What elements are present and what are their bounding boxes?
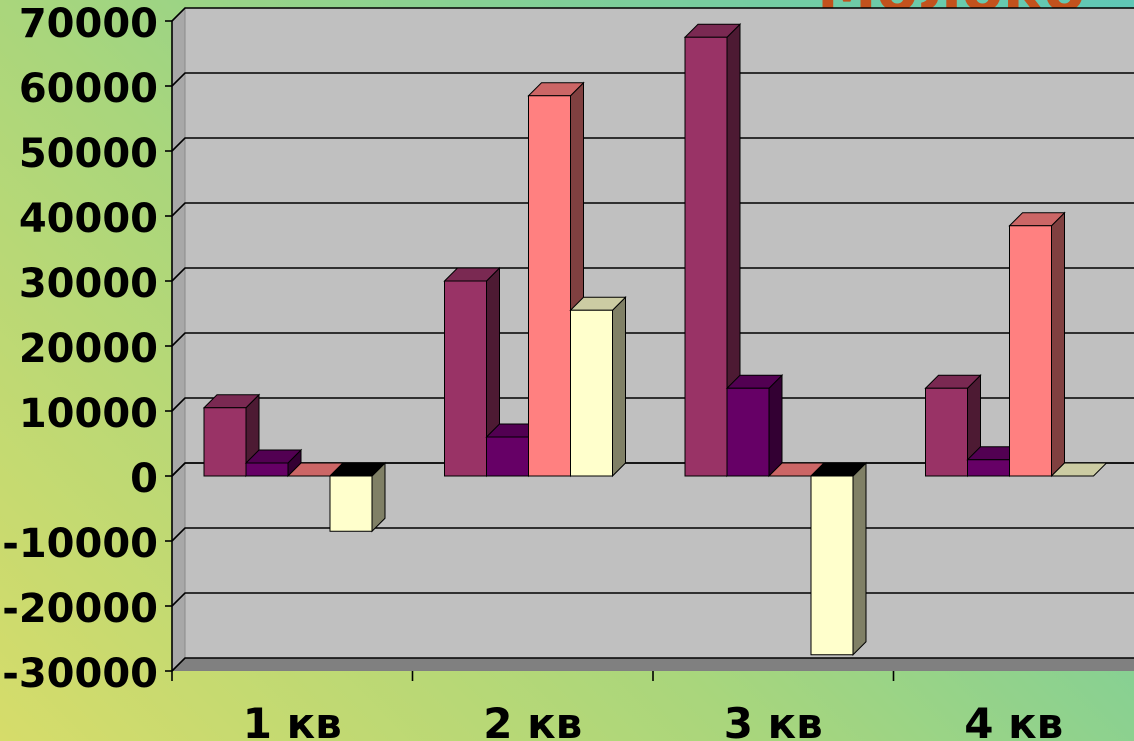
gridline <box>171 202 1134 217</box>
x-tick-label: 1 кв <box>243 699 342 741</box>
gridline <box>171 332 1134 347</box>
gridline <box>171 267 1134 282</box>
y-tick-label: 0 <box>130 456 158 502</box>
y-tick-label: 40000 <box>19 196 158 242</box>
bar <box>528 95 571 477</box>
y-tick-label: 30000 <box>19 261 158 307</box>
bar <box>203 407 247 477</box>
y-tick-label: -10000 <box>2 521 158 567</box>
bar <box>245 462 289 477</box>
y-tick-label: 50000 <box>19 131 158 177</box>
gridline <box>171 397 1134 412</box>
x-tick-label: 4 кв <box>964 699 1063 741</box>
bar <box>329 475 373 532</box>
gridline <box>171 657 1134 672</box>
y-tick-label: 20000 <box>19 326 158 372</box>
bar <box>925 387 968 477</box>
y-tick-label: -20000 <box>2 586 158 632</box>
bar-side <box>768 374 783 478</box>
bar-top <box>1050 462 1108 477</box>
floor <box>172 658 1134 671</box>
y-tick-label: 60000 <box>19 66 158 112</box>
bar <box>967 459 1010 477</box>
bar <box>810 475 854 656</box>
bar <box>1009 225 1052 477</box>
bar <box>486 436 529 477</box>
bar-side <box>852 461 867 656</box>
gridline <box>171 137 1134 152</box>
x-tick-label: 3 кв <box>724 699 823 741</box>
y-tick-label: 10000 <box>19 391 158 437</box>
y-tick-label: 70000 <box>19 1 158 47</box>
gridline <box>171 72 1134 87</box>
bar <box>570 309 613 477</box>
bar-side <box>612 296 626 478</box>
x-tick-label: 2 кв <box>483 699 582 741</box>
bar <box>726 387 770 477</box>
bar <box>444 280 487 477</box>
y-tick-label: -30000 <box>2 651 158 697</box>
bar <box>684 36 728 477</box>
gridline <box>171 7 1134 22</box>
bar-side <box>1051 211 1065 478</box>
